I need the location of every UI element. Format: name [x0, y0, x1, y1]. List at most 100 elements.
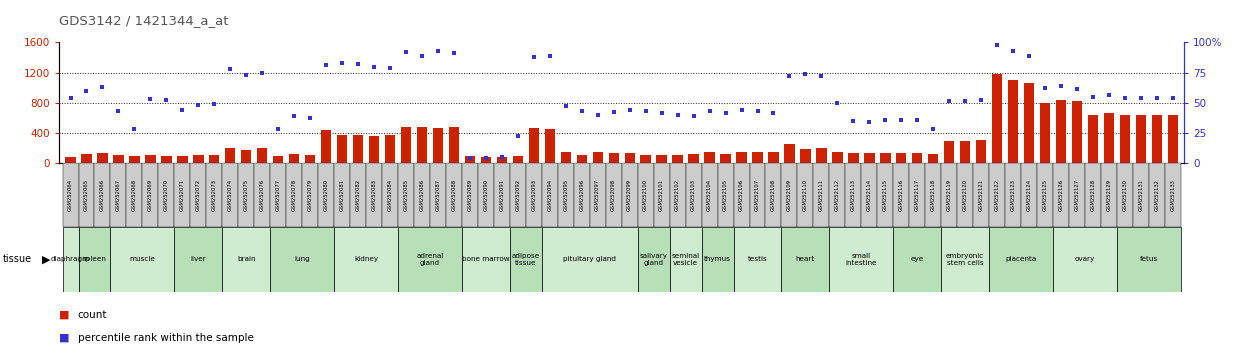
Text: GSM252131: GSM252131 [1138, 179, 1143, 211]
Bar [497, 157, 507, 163]
Text: tissue: tissue [2, 254, 32, 264]
Text: small
intestine: small intestine [845, 253, 878, 266]
Point [667, 112, 687, 118]
Text: ■: ■ [59, 333, 69, 343]
Text: GSM252128: GSM252128 [1090, 179, 1095, 211]
Text: GSM252099: GSM252099 [627, 179, 632, 211]
Bar [894, 163, 910, 227]
Bar [848, 153, 859, 163]
Point [588, 112, 608, 118]
Bar [1039, 103, 1051, 163]
Text: GSM252105: GSM252105 [723, 179, 728, 211]
Bar [624, 153, 635, 163]
Bar [222, 227, 271, 292]
Bar [174, 163, 190, 227]
Bar [541, 163, 557, 227]
Bar [829, 163, 845, 227]
Text: GSM252098: GSM252098 [612, 179, 617, 211]
Point [748, 108, 768, 114]
Point [109, 108, 129, 114]
Bar [606, 163, 622, 227]
Text: GSM252071: GSM252071 [180, 179, 185, 211]
Bar [1168, 115, 1178, 163]
Bar [928, 154, 938, 163]
Text: GSM252088: GSM252088 [451, 179, 456, 211]
Point [1036, 85, 1056, 91]
Text: percentile rank within the sample: percentile rank within the sample [78, 333, 253, 343]
Text: GSM252106: GSM252106 [739, 179, 744, 211]
Bar [737, 152, 747, 163]
Text: count: count [78, 310, 108, 320]
Text: GSM252077: GSM252077 [276, 179, 281, 211]
Bar [960, 141, 970, 163]
Point [971, 97, 991, 103]
Text: eye: eye [911, 256, 923, 262]
Text: GSM252123: GSM252123 [1011, 179, 1016, 211]
Bar [797, 163, 813, 227]
Point [508, 133, 528, 139]
Bar [271, 163, 287, 227]
Text: diaphragm: diaphragm [51, 256, 90, 262]
Text: GSM252095: GSM252095 [564, 179, 569, 211]
Text: thymus: thymus [705, 256, 730, 262]
Point [252, 70, 272, 75]
Bar [525, 163, 541, 227]
Point [1115, 95, 1135, 101]
Point [365, 64, 384, 69]
Text: GSM252133: GSM252133 [1170, 179, 1175, 211]
Bar [880, 153, 890, 163]
Bar [944, 141, 954, 163]
Bar [66, 157, 75, 163]
Bar [400, 127, 412, 163]
Bar [114, 155, 124, 163]
Bar [239, 163, 255, 227]
Text: GSM252116: GSM252116 [899, 179, 904, 211]
Bar [158, 163, 174, 227]
Bar [912, 153, 922, 163]
Text: GSM252112: GSM252112 [834, 179, 840, 211]
Point [955, 99, 975, 104]
Bar [289, 154, 299, 163]
Bar [382, 163, 398, 227]
Text: GSM252111: GSM252111 [819, 179, 824, 211]
Bar [640, 155, 651, 163]
Text: embryonic
stem cells: embryonic stem cells [946, 253, 984, 266]
Bar [672, 155, 682, 163]
Bar [462, 227, 510, 292]
Text: GSM252079: GSM252079 [308, 179, 313, 211]
Bar [832, 152, 843, 163]
Bar [305, 155, 315, 163]
Bar [765, 163, 781, 227]
Bar [142, 163, 158, 227]
Bar [209, 155, 220, 163]
Bar [1023, 83, 1035, 163]
Text: GSM252090: GSM252090 [483, 179, 488, 211]
Bar [430, 163, 446, 227]
Bar [705, 152, 714, 163]
Text: GSM252070: GSM252070 [164, 179, 169, 211]
Bar [942, 227, 989, 292]
Bar [350, 163, 366, 227]
Bar [557, 163, 574, 227]
Bar [481, 157, 491, 163]
Bar [206, 163, 222, 227]
Point [700, 108, 719, 114]
Text: GSM252080: GSM252080 [324, 179, 329, 211]
Text: GSM252066: GSM252066 [100, 179, 105, 211]
Bar [896, 153, 906, 163]
Point [492, 154, 512, 160]
Point [77, 88, 96, 93]
Point [572, 108, 592, 114]
Point [812, 73, 832, 79]
Text: GSM252129: GSM252129 [1106, 179, 1111, 211]
Bar [545, 129, 555, 163]
Text: GSM252074: GSM252074 [227, 179, 232, 211]
Bar [1117, 227, 1180, 292]
Bar [494, 163, 510, 227]
Text: GSM252102: GSM252102 [675, 179, 680, 211]
Text: GSM252108: GSM252108 [771, 179, 776, 211]
Bar [1133, 163, 1149, 227]
Text: GSM252107: GSM252107 [755, 179, 760, 211]
Text: GSM252086: GSM252086 [419, 179, 424, 211]
Point [444, 51, 464, 56]
